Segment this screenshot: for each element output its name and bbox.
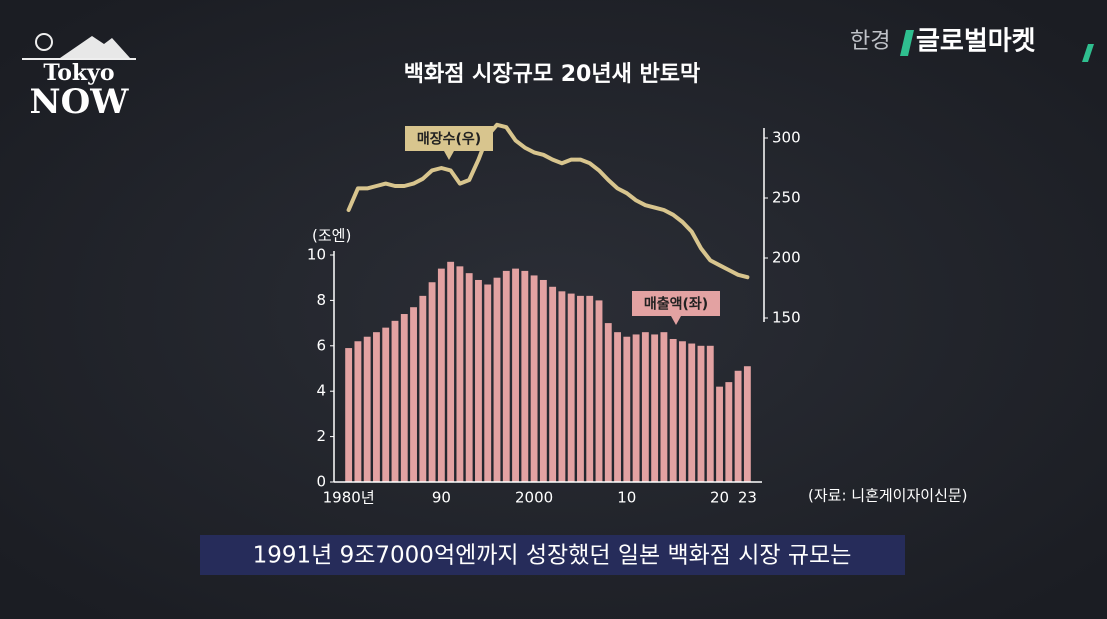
bar: [512, 268, 519, 482]
chart-title: 백화점 시장규모 20년새 반토막: [404, 62, 700, 87]
y-tick-label: 6: [316, 336, 326, 354]
legend-box: [405, 126, 493, 151]
bar: [354, 341, 362, 482]
y-tick-label: 10: [307, 246, 326, 264]
bar: [669, 338, 677, 482]
legend-pointer: [671, 316, 681, 325]
plot: 0 2 4 6 8 10 150 200 250 300 1980년 90 2000 10 20 23 매장수(…: [307, 122, 801, 507]
x-tick-label: 1980년: [323, 489, 375, 507]
bar: [716, 386, 723, 482]
bar: [539, 279, 547, 482]
bar: [530, 275, 538, 482]
bar: [382, 327, 390, 482]
legend-box: [632, 291, 720, 316]
bar: [447, 261, 455, 482]
legend-pointer: [444, 151, 454, 160]
x-tick-label: 23: [738, 489, 757, 507]
bar: [456, 266, 464, 482]
bar: [493, 277, 501, 482]
bar: [410, 307, 417, 482]
bar: [437, 268, 445, 482]
legend-label: 매출액(좌): [644, 296, 708, 313]
bar: [604, 323, 612, 482]
caption: 1991년 9조7000억엔까지 성장했던 일본 백화점 시장 규모는: [253, 543, 852, 569]
logo-mountain: [60, 36, 130, 58]
bar: [428, 282, 436, 482]
bar: [641, 332, 649, 482]
bar: [595, 300, 603, 482]
y2-tick-label: 200: [772, 249, 801, 267]
bar: [521, 270, 529, 482]
bar: [345, 348, 353, 482]
bar: [651, 334, 659, 482]
bar: [632, 334, 640, 482]
brand-prefix: 한경: [850, 29, 890, 54]
bar: [577, 295, 584, 482]
legend-label: 매장수(우): [417, 131, 481, 148]
y-tick-label: 4: [316, 382, 326, 400]
logo-text: Tokyo: [43, 60, 114, 86]
bar: [586, 295, 594, 482]
brand-slash: [900, 30, 914, 56]
bar: [679, 341, 686, 482]
y-tick-label: 2: [316, 427, 326, 445]
logo-flower: [35, 33, 53, 51]
y2-tick-label: 300: [772, 129, 801, 147]
y-tick-label: 0: [316, 473, 326, 491]
logo-rule: [22, 58, 136, 60]
x-tick-label: 2000: [515, 489, 553, 507]
bar: [697, 345, 705, 482]
logo-text: NOW: [30, 82, 130, 122]
bar: [706, 345, 714, 482]
brand-name: 글로벌마켓: [916, 27, 1036, 57]
x-tick-label: 90: [432, 489, 451, 507]
brand-slash: [1082, 44, 1094, 62]
y-axis-label: (조엔): [312, 227, 351, 245]
bar: [725, 382, 733, 482]
y-tick-label: 8: [316, 291, 326, 309]
line: [346, 122, 750, 280]
bar: [688, 343, 696, 482]
y2-tick-label: 150: [772, 309, 801, 327]
bar: [363, 336, 371, 482]
caption-box: [200, 535, 905, 575]
bar: [373, 332, 380, 482]
bar: [734, 370, 742, 482]
x-tick-label: 20: [710, 489, 729, 507]
bar: [623, 336, 631, 482]
bar: [549, 286, 557, 482]
bar: [614, 332, 621, 482]
x-tick-label: 10: [617, 489, 636, 507]
bar: [400, 314, 408, 482]
source: (자료: 니혼게이자이신문): [808, 487, 968, 505]
bar: [660, 332, 668, 482]
bar: [558, 291, 566, 482]
bar: [419, 295, 427, 482]
bar: [475, 279, 482, 482]
bar: [502, 270, 510, 482]
bar: [391, 320, 399, 482]
bar: [567, 293, 575, 482]
bar: [465, 273, 473, 482]
y2-tick-label: 250: [772, 189, 801, 207]
bar: [743, 366, 751, 482]
bar: [484, 284, 492, 482]
